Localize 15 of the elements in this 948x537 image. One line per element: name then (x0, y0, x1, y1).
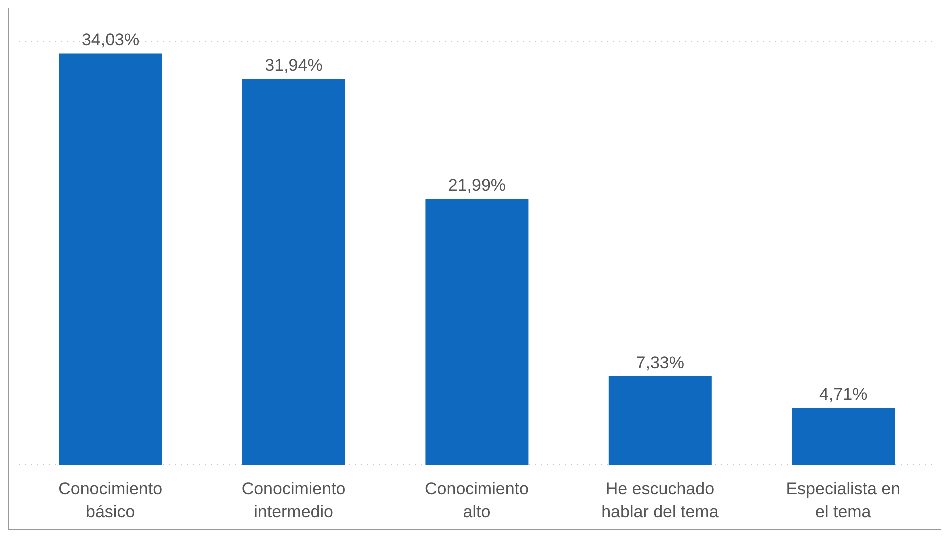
data-label: 4,71% (820, 385, 868, 404)
data-label: 31,94% (265, 56, 323, 75)
bar (792, 408, 896, 465)
x-tick-label: Especialista en el tema (786, 479, 901, 522)
bar (608, 376, 712, 465)
bar (426, 199, 529, 465)
x-tick-label: Conocimiento básico (58, 479, 163, 522)
data-label: 34,03% (82, 30, 140, 50)
x-tick-label: He escuchado hablar del tema (602, 479, 720, 522)
bar (59, 54, 162, 465)
bar (242, 78, 346, 465)
x-tick-label: Conocimiento intermedio (242, 479, 346, 522)
data-label: 21,99% (448, 176, 506, 196)
data-label: 7,33% (636, 353, 685, 372)
x-tick-label: Conocimiento alto (425, 479, 529, 522)
